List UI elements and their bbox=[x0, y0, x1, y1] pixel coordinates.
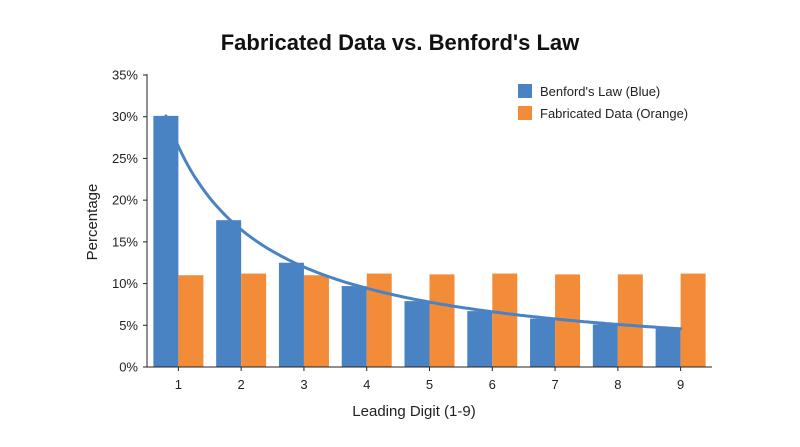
y-tick-label: 30% bbox=[112, 109, 138, 124]
legend-label-benford: Benford's Law (Blue) bbox=[540, 84, 660, 99]
legend-swatch-benford bbox=[518, 84, 532, 98]
chart-title: Fabricated Data vs. Benford's Law bbox=[221, 30, 580, 55]
bar-fabricated-2 bbox=[241, 273, 267, 367]
bar-benford-1 bbox=[153, 115, 179, 367]
x-tick-label: 6 bbox=[489, 377, 496, 392]
legend-label-fabricated: Fabricated Data (Orange) bbox=[540, 106, 688, 121]
bar-benford-7 bbox=[530, 318, 556, 367]
x-axis-label: Leading Digit (1-9) bbox=[352, 403, 475, 420]
y-tick-label: 0% bbox=[119, 360, 138, 375]
bar-benford-6 bbox=[467, 311, 493, 367]
bar-fabricated-9 bbox=[680, 273, 706, 367]
bar-benford-2 bbox=[216, 220, 242, 367]
x-tick-label: 5 bbox=[426, 377, 433, 392]
bar-benford-5 bbox=[404, 301, 430, 367]
x-tick-label: 8 bbox=[614, 377, 621, 392]
y-tick-label: 35% bbox=[112, 68, 138, 83]
y-axis-label: Percentage bbox=[84, 184, 101, 261]
y-tick-label: 10% bbox=[112, 276, 138, 291]
legend: Benford's Law (Blue) Fabricated Data (Or… bbox=[518, 84, 688, 121]
bar-benford-4 bbox=[341, 286, 367, 367]
y-axis-ticks: 0% 5% 10% 15% 20% 25% 30% 35% bbox=[112, 68, 147, 375]
bar-fabricated-5 bbox=[429, 274, 455, 367]
benford-curve bbox=[164, 114, 683, 331]
x-axis-ticks: 1 2 3 4 5 6 7 8 9 bbox=[175, 367, 684, 392]
plot-area bbox=[153, 114, 706, 367]
bar-fabricated-4 bbox=[366, 273, 392, 367]
y-tick-label: 15% bbox=[112, 234, 138, 249]
x-tick-label: 4 bbox=[363, 377, 370, 392]
y-tick-label: 25% bbox=[112, 151, 138, 166]
bar-benford-3 bbox=[278, 262, 304, 367]
x-tick-label: 3 bbox=[300, 377, 307, 392]
x-tick-label: 2 bbox=[238, 377, 245, 392]
x-tick-label: 9 bbox=[677, 377, 684, 392]
bar-benford-9 bbox=[655, 328, 681, 367]
y-tick-label: 5% bbox=[119, 318, 138, 333]
bar-fabricated-1 bbox=[178, 275, 204, 367]
legend-swatch-fabricated bbox=[518, 106, 532, 120]
x-tick-label: 1 bbox=[175, 377, 182, 392]
bar-fabricated-6 bbox=[492, 273, 518, 367]
y-tick-label: 20% bbox=[112, 193, 138, 208]
bar-fabricated-8 bbox=[617, 274, 643, 367]
bar-fabricated-3 bbox=[303, 275, 329, 367]
x-tick-label: 7 bbox=[551, 377, 558, 392]
bar-benford-8 bbox=[592, 324, 618, 367]
